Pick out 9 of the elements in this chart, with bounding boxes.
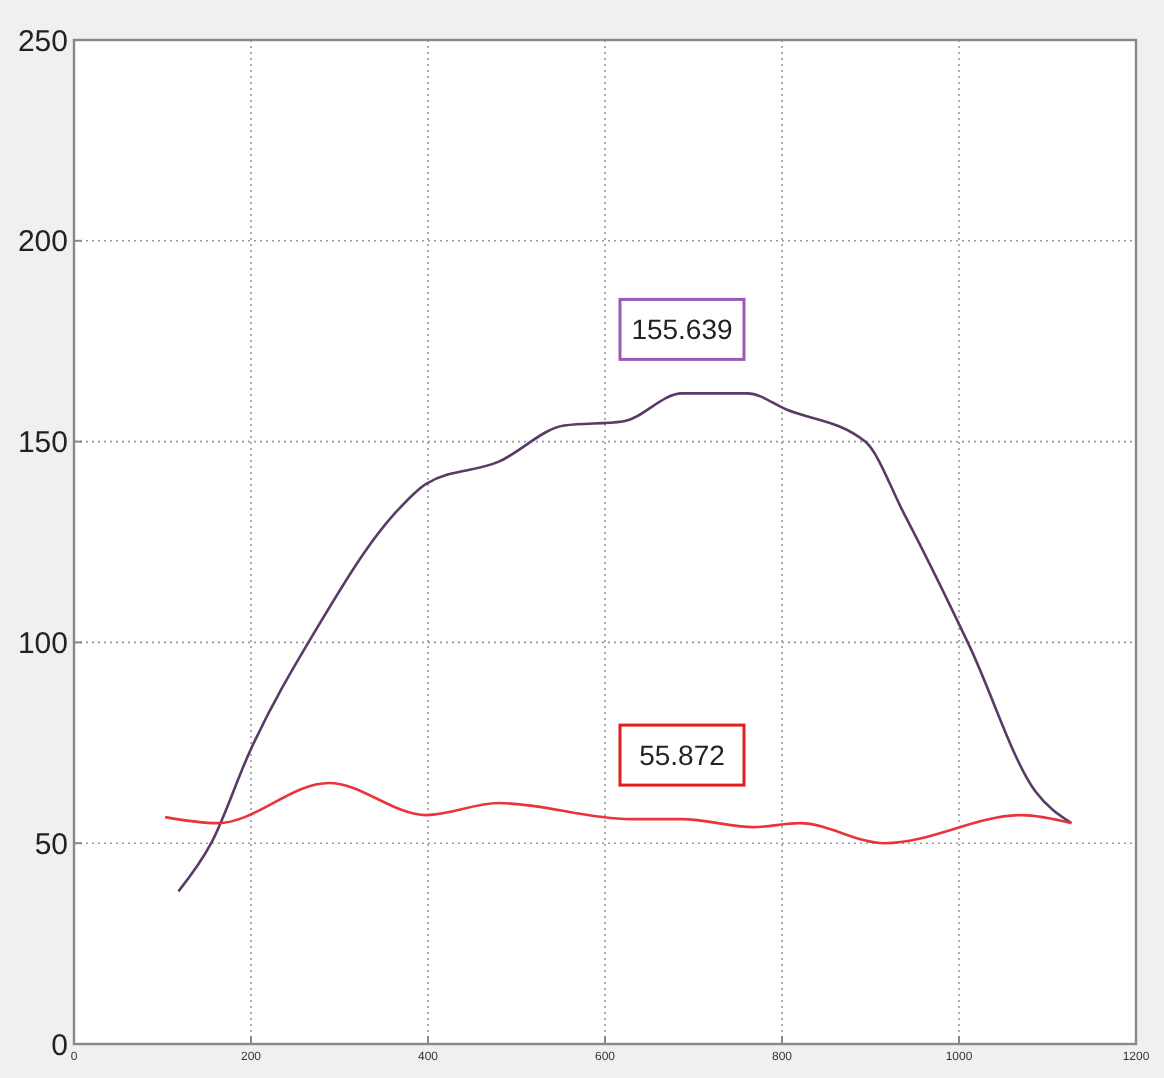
annotation: 155.639 — [631, 313, 734, 346]
y-tick-label: 250 — [17, 24, 68, 59]
line-series — [163, 781, 1073, 845]
annotation: 55.872 — [639, 738, 726, 771]
y-tick-label: 100 — [17, 626, 68, 661]
y-tick-label: 150 — [17, 426, 68, 461]
line-series — [177, 392, 1073, 893]
y-tick-label: 200 — [17, 225, 68, 260]
y-tick-label: 50 — [34, 827, 68, 862]
